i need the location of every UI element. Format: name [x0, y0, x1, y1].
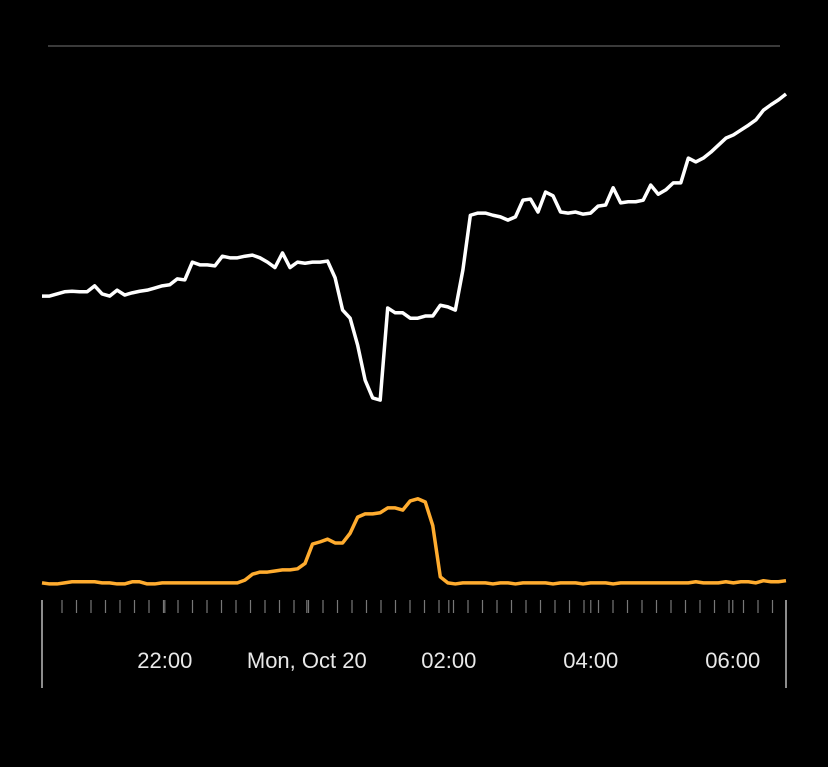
x-tick-label: 22:00	[137, 648, 192, 673]
x-tick-label: Mon, Oct 20	[247, 648, 367, 673]
series-line	[41, 497, 787, 586]
x-tick-label: 06:00	[705, 648, 760, 673]
series-line	[42, 92, 788, 402]
x-tick-label: 02:00	[421, 648, 476, 673]
x-tick-label: 04:00	[563, 648, 618, 673]
